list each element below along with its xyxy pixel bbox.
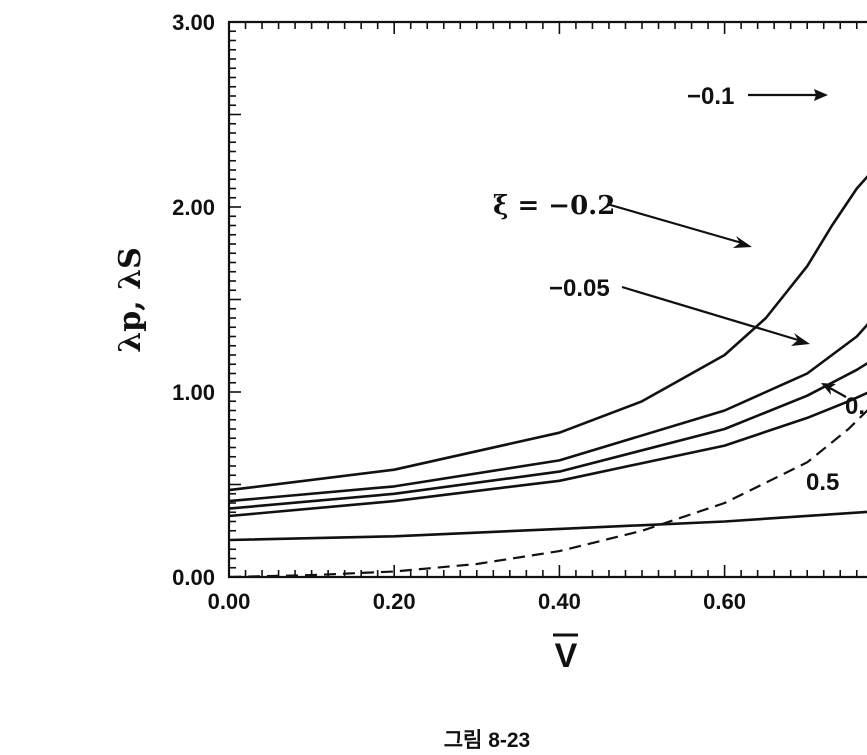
label-minus-0-05: −0.05 — [549, 275, 610, 302]
y-tick-label: 1.00 — [172, 380, 215, 405]
label-minus-0-1: −0.1 — [687, 83, 734, 110]
arrow-zero — [827, 386, 847, 398]
annotation-arrows — [606, 89, 847, 398]
label-xi-minus-0-2: ξ = −0.2 — [493, 191, 615, 221]
x-tick-labels: 0.000.200.400.600.80 — [208, 589, 746, 614]
arrow-minus-0-05 — [621, 285, 799, 342]
series-line-2 — [228, 361, 867, 510]
series-line-4 — [228, 510, 867, 542]
label-zero: 0. — [845, 393, 865, 420]
label-0-5: 0.5 — [806, 469, 839, 496]
arrowhead-zero — [821, 383, 836, 395]
y-tick-label: 2.00 — [172, 195, 215, 220]
x-tick-label: 0.60 — [703, 589, 746, 614]
series-line-1 — [228, 323, 867, 503]
series-line-5 — [228, 409, 867, 577]
x-tick-label: 0.20 — [373, 589, 416, 614]
y-tick-label: 3.00 — [172, 10, 215, 35]
x-tick-label: 0.00 — [208, 589, 251, 614]
series-line-3 — [228, 391, 867, 518]
y-tick-label: 0.00 — [172, 565, 215, 590]
arrowhead-minus-0-1 — [814, 89, 828, 101]
x-tick-label: 0.40 — [538, 589, 581, 614]
series-line-0 — [228, 175, 867, 492]
y-axis-label: λp, λS — [113, 247, 148, 353]
arrowhead-xi-minus-0-2 — [733, 236, 752, 248]
y-tick-labels: 0.00 1.00 2.00 3.00 — [172, 10, 215, 590]
arrow-xi-minus-0-2 — [606, 202, 743, 245]
x-axis-label: V — [555, 637, 578, 675]
figure-caption: 그림 8-23 — [444, 729, 531, 752]
series-lines — [228, 175, 867, 577]
arrowhead-minus-0-05 — [791, 333, 810, 346]
